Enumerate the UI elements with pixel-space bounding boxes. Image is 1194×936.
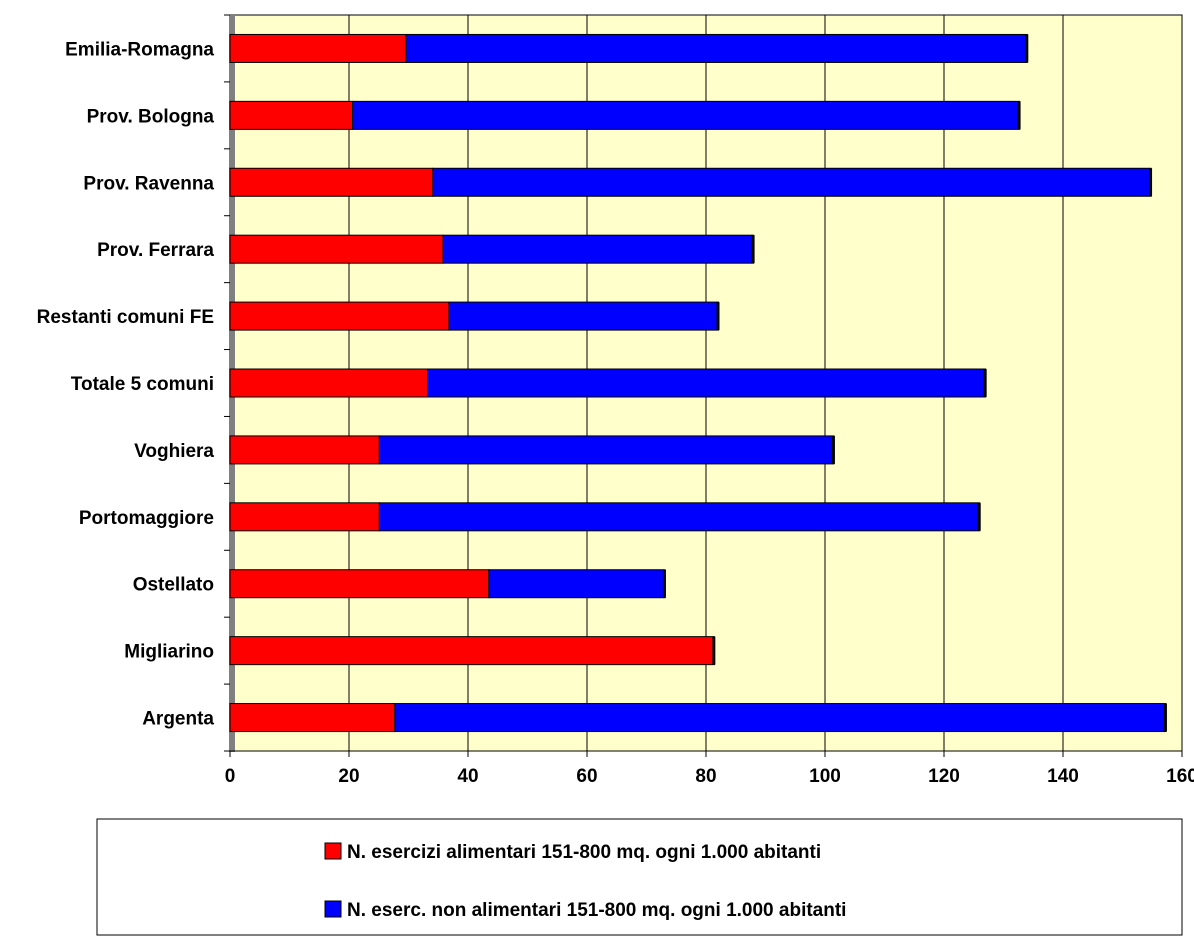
category-label: Prov. Ferrara	[97, 240, 214, 261]
bar-food	[229, 502, 380, 532]
category-label: Portomaggiore	[79, 508, 214, 529]
x-tick-label: 160	[1166, 766, 1194, 787]
bar-food	[229, 100, 354, 130]
category-label: Ostellato	[133, 575, 214, 596]
x-tick-label: 120	[928, 766, 960, 787]
bar-nonfood	[352, 100, 1021, 130]
category-label: Restanti comuni FE	[37, 307, 214, 328]
bar-end-edge	[712, 636, 716, 665]
bar-end-edge	[831, 435, 835, 464]
bar-nonfood	[432, 167, 1152, 197]
bar-food	[229, 636, 715, 666]
bar-nonfood	[448, 301, 719, 331]
category-label: Prov. Bologna	[87, 106, 215, 127]
bar-end-edge	[751, 235, 755, 264]
bar-end-edge	[1025, 34, 1029, 63]
bar-nonfood	[488, 569, 666, 599]
bar-food	[229, 703, 396, 733]
category-label: Voghiera	[134, 441, 214, 462]
legend-box	[96, 818, 1183, 936]
bar-end-edge	[662, 569, 666, 598]
bar-end-edge	[716, 302, 720, 331]
bar-food	[229, 368, 429, 398]
bar-end-edge	[977, 502, 981, 531]
category-label: Migliarino	[124, 642, 214, 663]
x-tick-label: 140	[1047, 766, 1079, 787]
x-tick-label: 60	[576, 766, 597, 787]
x-tick-label: 40	[457, 766, 478, 787]
x-axis: 0 20 40 60 80 100 120 140 160	[224, 14, 1194, 787]
bar-nonfood	[442, 234, 755, 264]
bar-food	[229, 569, 490, 599]
x-tick-label: 80	[695, 766, 716, 787]
x-tick-label: 100	[809, 766, 841, 787]
category-label: Prov. Ravenna	[83, 173, 214, 194]
legend-label-nonfood: N. eserc. non alimentari 151-800 mq. ogn…	[347, 900, 846, 921]
bar-food	[229, 301, 450, 331]
bar-food	[229, 234, 444, 264]
legend-label-food: N. esercizi alimentari 151-800 mq. ogni …	[347, 842, 821, 863]
category-label: Emilia-Romagna	[65, 39, 214, 60]
bar-food	[229, 435, 380, 465]
bar-nonfood	[378, 435, 835, 465]
bar-end-edge	[1163, 703, 1167, 732]
legend-swatch-nonfood	[324, 900, 342, 918]
legend-swatch-food	[324, 842, 342, 860]
bar-food	[229, 33, 407, 63]
bar-nonfood	[427, 368, 987, 398]
x-tick-label: 20	[338, 766, 359, 787]
bar-food	[229, 167, 434, 197]
category-label: Totale 5 comuni	[71, 374, 214, 395]
bar-nonfood	[378, 502, 981, 532]
category-label: Argenta	[142, 709, 214, 730]
x-tick-label: 0	[225, 766, 236, 787]
bar-end-edge	[1149, 168, 1153, 197]
bar-nonfood	[405, 33, 1028, 63]
bars	[229, 33, 1167, 733]
bar-nonfood	[394, 703, 1167, 733]
bar-end-edge	[1017, 101, 1021, 130]
category-labels: Emilia-Romagna Prov. Bologna Prov. Ravenna…	[37, 39, 215, 729]
bar-end-edge	[983, 369, 987, 397]
